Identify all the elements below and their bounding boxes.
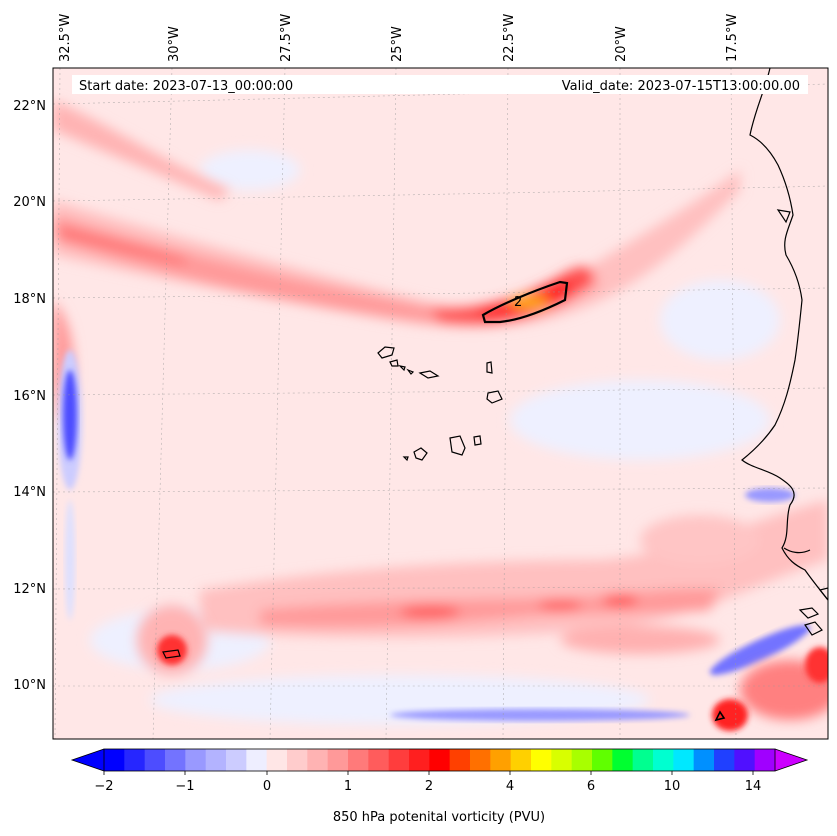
colorbar-cell <box>144 749 166 771</box>
colorbar-tick-label: −2 <box>94 779 113 794</box>
lat-label: 12°N <box>13 582 46 597</box>
colorbar-cell <box>266 749 288 771</box>
colorbar-tick-label: 0 <box>263 779 271 794</box>
lat-label: 10°N <box>13 678 46 693</box>
lon-label: 25°W <box>390 26 405 62</box>
colorbar-tick-label: 10 <box>664 779 681 794</box>
start-date-text: Start date: 2023-07-13_00:00:00 <box>79 79 293 94</box>
colorbar-tick-label: 1 <box>344 779 352 794</box>
colorbar: −2 −1 0 1 2 4 6 10 14 850 hPa potenital vorticit… <box>70 748 809 825</box>
colorbar-cell <box>693 749 715 771</box>
colorbar-cell <box>449 749 471 771</box>
lon-label: 30°W <box>167 26 182 62</box>
lon-label: 27.5°W <box>279 14 294 62</box>
colorbar-cell <box>470 749 491 771</box>
colorbar-cell <box>409 749 430 771</box>
colorbar-cells <box>104 749 776 771</box>
pv-blue-features <box>58 350 811 721</box>
colorbar-tick-label: 6 <box>587 779 595 794</box>
lon-label: 17.5°W <box>725 14 740 62</box>
colorbar-extend-outline <box>70 748 809 772</box>
colorbar-cell <box>734 749 756 771</box>
colorbar-tick-label: 14 <box>745 779 762 794</box>
graticule <box>53 68 828 739</box>
lon-label: 22.5°W <box>502 14 517 62</box>
colorbar-ticks: −2 −1 0 1 2 4 6 10 14 <box>94 771 761 794</box>
colorbar-cell <box>632 749 654 771</box>
colorbar-cell <box>531 749 552 771</box>
lat-label: 14°N <box>13 485 46 500</box>
coastline <box>741 68 828 636</box>
lat-label: 20°N <box>13 195 46 210</box>
header-box <box>72 75 808 94</box>
contour-2-main <box>481 280 569 324</box>
colorbar-min-extend <box>72 749 104 771</box>
pv-2-contours <box>481 280 726 722</box>
colorbar-frame <box>103 748 776 772</box>
lon-label: 20°W <box>614 26 629 62</box>
lat-label: 16°N <box>13 389 46 404</box>
colorbar-tick-label: 2 <box>425 779 433 794</box>
lat-label: 18°N <box>13 292 46 307</box>
west-africa-coast <box>741 68 828 601</box>
colorbar-cell <box>429 749 451 771</box>
lon-label: 32.5°W <box>58 14 73 62</box>
lat-label: 22°N <box>13 99 46 114</box>
colorbar-cell <box>754 749 776 771</box>
colorbar-cell <box>185 749 207 771</box>
colorbar-cell <box>653 749 674 771</box>
colorbar-label: 850 hPa potenital vorticity (PVU) <box>333 810 545 825</box>
colorbar-cell <box>551 749 573 771</box>
pv-band-north <box>53 100 740 420</box>
contour-2-south <box>714 710 726 722</box>
colorbar-cell <box>348 749 369 771</box>
colorbar-cell <box>490 749 512 771</box>
colorbar-max-extend <box>775 749 807 771</box>
colorbar-cell <box>592 749 613 771</box>
cape-verde-islands <box>162 346 503 659</box>
colorbar-cell <box>287 749 308 771</box>
pv-band-south <box>200 500 828 654</box>
colorbar-cell <box>124 749 146 771</box>
map-frame <box>52 67 829 740</box>
colorbar-cell <box>673 749 695 771</box>
colorbar-cell <box>388 749 410 771</box>
colorbar-cell <box>714 749 735 771</box>
map-area: 2 <box>53 68 828 739</box>
colorbar-tick-label: −1 <box>175 779 194 794</box>
colorbar-cell <box>104 749 125 771</box>
valid-date-text: Valid_date: 2023-07-15T13:00:00.00 <box>562 79 800 94</box>
colorbar-cell <box>510 749 532 771</box>
contour-label: 2 <box>514 295 522 310</box>
longitude-labels: 32.5°W 30°W 27.5°W 25°W 22.5°W 20°W 17.5… <box>58 14 740 62</box>
colorbar-cell <box>226 749 247 771</box>
colorbar-cell <box>246 749 268 771</box>
colorbar-cell <box>165 749 186 771</box>
colorbar-tick-label: 4 <box>506 779 514 794</box>
colorbar-cell <box>571 749 593 771</box>
colorbar-cell <box>368 749 390 771</box>
pv-red-cores <box>137 605 828 731</box>
colorbar-cell <box>205 749 227 771</box>
colorbar-cell <box>612 749 634 771</box>
colorbar-cell <box>307 749 329 771</box>
colorbar-cell <box>327 749 349 771</box>
latitude-labels: 22°N 20°N 18°N 16°N 14°N 12°N 10°N <box>13 99 46 693</box>
